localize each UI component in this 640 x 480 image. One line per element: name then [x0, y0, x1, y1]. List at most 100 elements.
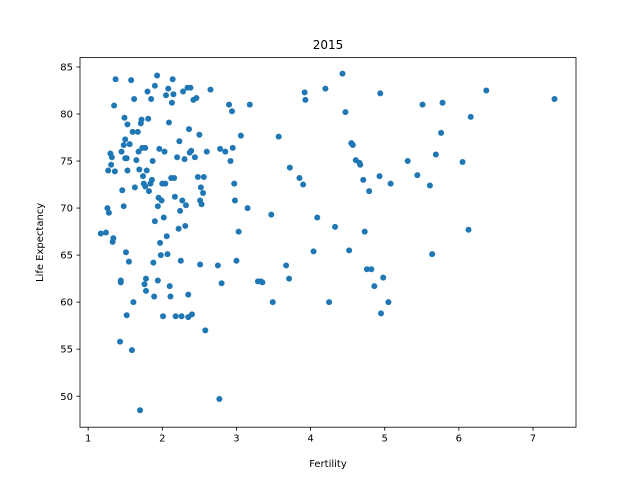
data-point — [119, 187, 126, 194]
y-tick-label: 65 — [60, 251, 73, 262]
data-point — [226, 101, 233, 108]
data-point — [363, 266, 370, 273]
data-point — [275, 133, 282, 140]
y-tick-label: 55 — [60, 345, 73, 356]
data-point — [432, 151, 439, 158]
data-point — [197, 261, 204, 268]
data-point — [108, 161, 115, 168]
data-point — [346, 247, 353, 254]
x-tick-label: 3 — [233, 434, 239, 445]
data-point — [160, 313, 167, 320]
data-point — [170, 91, 177, 98]
y-axis-ticks: 50 55 60 65 70 75 80 85 — [60, 63, 80, 403]
data-point — [117, 279, 124, 286]
data-point — [228, 108, 235, 115]
data-point — [283, 262, 290, 269]
data-point — [339, 70, 346, 77]
data-point — [171, 174, 178, 181]
data-point — [128, 77, 135, 84]
chart-title: 2015 — [313, 38, 344, 52]
data-point — [154, 72, 161, 79]
data-point — [178, 313, 185, 320]
data-point — [124, 121, 131, 128]
data-point — [165, 119, 172, 126]
data-point — [286, 164, 293, 171]
data-point — [177, 257, 184, 264]
data-point — [143, 167, 150, 174]
data-point — [154, 277, 161, 284]
x-tick-label: 6 — [456, 434, 462, 445]
data-point — [163, 233, 170, 240]
data-point — [142, 287, 149, 294]
data-point — [118, 148, 125, 155]
data-point — [171, 193, 178, 200]
data-point — [197, 184, 204, 191]
data-point — [169, 76, 176, 83]
data-points — [97, 70, 558, 414]
data-point — [419, 101, 426, 108]
data-point — [235, 228, 242, 235]
data-point — [459, 158, 466, 165]
data-point — [177, 207, 184, 214]
data-point — [108, 154, 115, 161]
data-point — [296, 174, 303, 181]
data-point — [105, 167, 112, 174]
data-point — [168, 99, 175, 106]
data-point — [142, 144, 149, 151]
data-point — [380, 274, 387, 281]
plot-frame — [79, 57, 577, 428]
data-point — [182, 222, 189, 229]
data-point — [551, 95, 558, 102]
data-point — [133, 157, 140, 164]
data-point — [145, 115, 152, 122]
y-axis-label: Life Expectancy — [35, 203, 46, 282]
data-point — [310, 248, 317, 255]
x-axis-label: Fertility — [309, 459, 347, 470]
data-point — [191, 154, 198, 161]
data-point — [176, 138, 183, 145]
x-tick-label: 2 — [159, 434, 165, 445]
data-point — [185, 291, 192, 298]
data-point — [138, 116, 145, 123]
data-point — [361, 228, 368, 235]
data-point — [149, 158, 156, 165]
data-point — [144, 88, 151, 95]
data-point — [467, 113, 474, 120]
data-point — [188, 147, 195, 154]
data-point — [426, 182, 433, 189]
data-point — [151, 293, 158, 300]
data-point — [157, 239, 164, 246]
data-point — [360, 176, 367, 183]
data-point — [111, 168, 118, 175]
data-point — [104, 205, 111, 212]
data-point — [164, 251, 171, 258]
data-point — [216, 395, 223, 402]
data-point — [438, 129, 445, 136]
y-tick-label: 60 — [60, 298, 73, 309]
data-point — [231, 197, 238, 204]
data-point — [160, 214, 167, 221]
data-point — [131, 184, 138, 191]
data-point — [148, 95, 155, 102]
data-point — [134, 128, 141, 135]
data-point — [269, 299, 276, 306]
data-point — [332, 223, 339, 230]
data-point — [110, 235, 117, 242]
data-point — [111, 102, 118, 109]
data-point — [378, 310, 385, 317]
data-point — [368, 266, 375, 273]
data-point — [237, 132, 244, 139]
data-point — [259, 279, 266, 286]
data-point — [357, 161, 364, 168]
x-tick-label: 7 — [530, 434, 536, 445]
data-point — [188, 311, 195, 318]
data-point — [140, 173, 147, 180]
data-point — [246, 101, 253, 108]
data-point — [130, 299, 137, 306]
data-point — [286, 275, 293, 282]
data-point — [142, 183, 149, 190]
data-point — [198, 201, 205, 208]
data-point — [141, 281, 148, 288]
x-axis-ticks: 1 2 3 4 5 6 7 — [85, 427, 536, 445]
